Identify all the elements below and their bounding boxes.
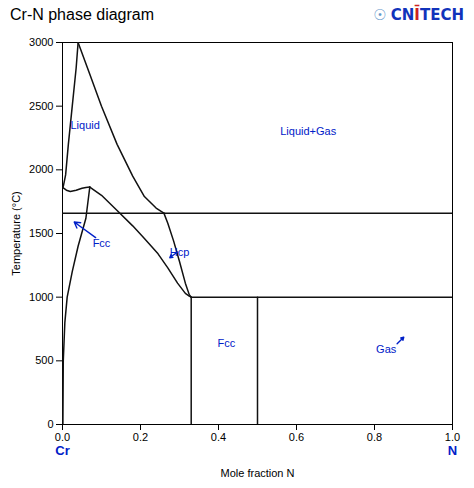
svg-text:Fcc: Fcc	[93, 237, 111, 249]
svg-text:Mole fraction N: Mole fraction N	[221, 467, 295, 479]
svg-text:Liquid: Liquid	[70, 119, 99, 131]
svg-text:Gas: Gas	[376, 343, 397, 355]
svg-text:0.4: 0.4	[211, 431, 226, 443]
svg-text:0.0: 0.0	[55, 431, 70, 443]
svg-text:2500: 2500	[29, 100, 53, 112]
html-text:☉ CN Ī TECH: ☉ CN Ī TECH	[373, 6, 464, 24]
svg-text:500: 500	[35, 354, 53, 366]
svg-text:Cr: Cr	[55, 443, 69, 458]
svg-text:1.0: 1.0	[445, 431, 460, 443]
svg-text:1000: 1000	[29, 291, 53, 303]
svg-text:1500: 1500	[29, 227, 53, 239]
svg-text:Temperature (°C): Temperature (°C)	[10, 191, 22, 275]
svg-text:3000: 3000	[29, 36, 53, 48]
html-text:Cr-N phase diagram: Cr-N phase diagram	[10, 6, 155, 23]
svg-text:0.6: 0.6	[289, 431, 304, 443]
svg-text:0.8: 0.8	[367, 431, 382, 443]
svg-text:N: N	[448, 443, 457, 458]
svg-text:Fcc: Fcc	[217, 337, 235, 349]
svg-text:0.2: 0.2	[133, 431, 148, 443]
svg-text:Liquid+Gas: Liquid+Gas	[280, 125, 336, 137]
svg-text:2000: 2000	[29, 163, 53, 175]
svg-text:0: 0	[47, 418, 53, 430]
svg-text:Hcp: Hcp	[170, 246, 190, 258]
